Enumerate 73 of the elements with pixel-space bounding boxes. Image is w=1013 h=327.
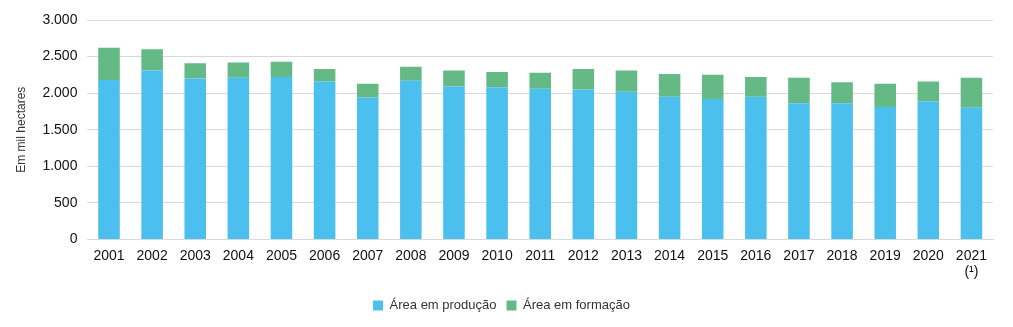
- x-tick-label: 2007: [352, 246, 384, 263]
- x-tick-label: 2017: [783, 246, 815, 263]
- x-tick-label: 2004: [222, 246, 255, 263]
- bar: [184, 78, 207, 239]
- bar: [658, 96, 681, 239]
- bar: [529, 72, 551, 89]
- y-tick-label: 2.000: [42, 83, 78, 100]
- x-tick-label: 2014: [654, 246, 686, 263]
- x-tick-label: 2021 (¹): [955, 246, 988, 280]
- bar: [831, 103, 853, 239]
- bar: [356, 97, 379, 239]
- x-tick-label: 2012: [567, 246, 600, 263]
- bar: [615, 70, 638, 92]
- bar: [831, 82, 853, 104]
- bar: [98, 79, 120, 239]
- bar: [788, 103, 810, 239]
- bar: [443, 70, 465, 87]
- x-tick-label: 2020: [912, 246, 945, 263]
- y-tick-label: 1.000: [42, 157, 78, 174]
- bar: [184, 63, 207, 79]
- bar: [701, 74, 724, 99]
- bar: [227, 62, 250, 78]
- x-tick-label: 2008: [395, 246, 427, 263]
- bar: [788, 77, 810, 104]
- bar: [270, 77, 293, 239]
- bar: [874, 107, 896, 239]
- x-tick-label: 2016: [740, 246, 772, 263]
- x-tick-label: 2018: [826, 246, 858, 263]
- bar: [356, 83, 379, 98]
- bar: [313, 81, 336, 239]
- y-tick-label: 3.000: [42, 10, 78, 27]
- bar: [960, 107, 983, 239]
- bar: [227, 77, 250, 239]
- bar: [400, 66, 422, 81]
- bar: [917, 81, 940, 102]
- x-tick-label: 2002: [136, 246, 168, 263]
- bar: [658, 74, 681, 97]
- bar: [313, 69, 336, 82]
- bar: [486, 87, 508, 239]
- bar: [486, 71, 508, 88]
- bar: [141, 49, 163, 71]
- bar: [917, 101, 940, 239]
- bar: [98, 47, 120, 80]
- y-tick-label: 2.500: [42, 47, 78, 64]
- bar: [874, 83, 896, 108]
- x-tick-label: 2003: [179, 246, 212, 263]
- y-axis-title: Em mil hectares: [13, 86, 28, 173]
- bar: [270, 61, 293, 78]
- y-tick-label: 1.500: [42, 120, 78, 137]
- x-tick-label: 2019: [869, 246, 901, 263]
- y-tick-label: 500: [54, 193, 78, 210]
- y-tick-label: 0: [69, 230, 78, 247]
- x-tick-label: 2006: [309, 246, 341, 263]
- legend-label: Área em formação: [523, 297, 630, 313]
- bar: [701, 98, 724, 239]
- bar: [745, 96, 767, 239]
- x-tick-label: 2009: [438, 246, 470, 263]
- bar: [572, 89, 595, 239]
- legend-label: Área em produção: [389, 297, 497, 313]
- bar: [400, 80, 422, 239]
- bar: [745, 77, 767, 97]
- bar: [529, 88, 551, 239]
- x-tick-label: 2015: [697, 246, 729, 263]
- bar: [960, 77, 983, 108]
- x-tick-label: 2005: [265, 246, 298, 263]
- bar: [141, 70, 163, 239]
- x-tick-label: 2010: [481, 246, 513, 263]
- x-tick-label: 2013: [610, 246, 643, 263]
- x-tick-label: 2001: [93, 246, 125, 263]
- bar: [572, 69, 595, 90]
- bar: [615, 91, 638, 239]
- x-tick-label: 2011: [525, 246, 556, 263]
- bar: [443, 86, 465, 239]
